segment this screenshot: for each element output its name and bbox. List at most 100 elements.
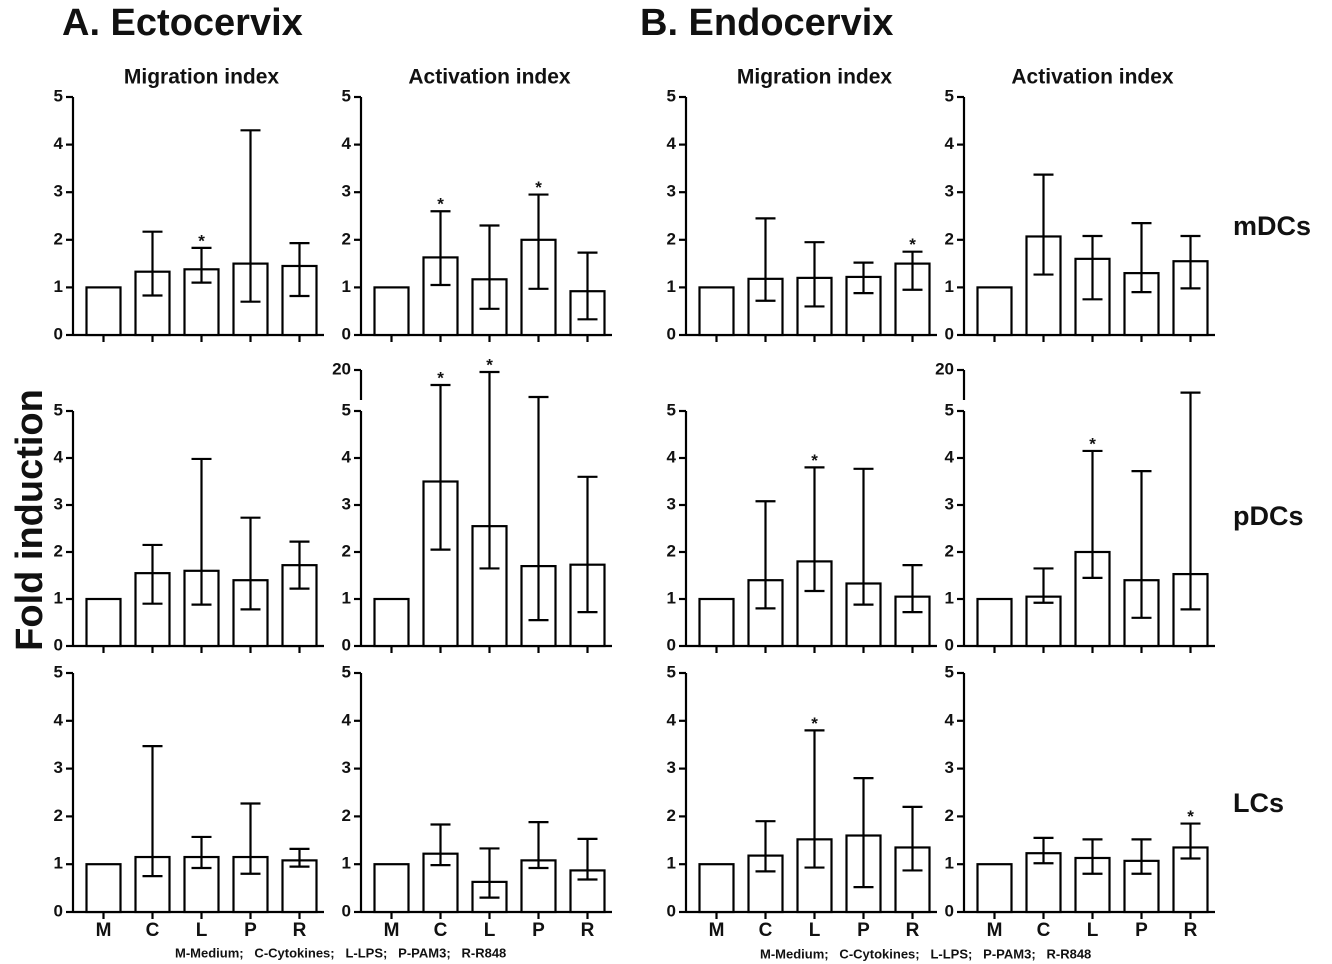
x-tick-label: P xyxy=(857,920,870,941)
bar xyxy=(85,597,122,648)
y-tick-label: 3 xyxy=(54,758,63,777)
significance-mark: * xyxy=(437,368,444,387)
x-tick-label: M xyxy=(987,920,1003,941)
y-tick-label: 4 xyxy=(342,710,352,729)
y-tick-label: 2 xyxy=(667,806,676,825)
y-tick-label: 4 xyxy=(54,710,64,729)
significance-mark: * xyxy=(198,231,205,250)
y-tick-label: 1 xyxy=(342,588,351,607)
bar xyxy=(85,286,122,337)
y-tick-label: 0 xyxy=(945,901,954,920)
footnote: M-Medium; C-Cytokines; L-LPS; P-PAM3; R-… xyxy=(175,945,506,960)
y-tick-label: 2 xyxy=(54,541,63,560)
y-tick-label: 5 xyxy=(945,400,954,419)
bar xyxy=(698,597,735,648)
y-tick-label: 4 xyxy=(54,447,64,466)
x-tick-label: M xyxy=(96,920,112,941)
y-tick-label: 5 xyxy=(667,86,676,105)
y-tick-label: 3 xyxy=(342,494,351,513)
y-tick-label: 3 xyxy=(945,182,954,201)
bar xyxy=(976,863,1013,914)
y-tick-label: 4 xyxy=(667,134,677,153)
y-tick-label: 1 xyxy=(945,588,954,607)
panel-title: Migration index xyxy=(737,66,892,89)
y-tick-label: 4 xyxy=(667,447,677,466)
y-tick-label: 1 xyxy=(667,277,676,296)
y-tick-label: 0 xyxy=(54,635,63,654)
y-tick-label: 5 xyxy=(342,662,351,681)
y-tick-label: 0 xyxy=(945,635,954,654)
y-tick-label: 0 xyxy=(945,324,954,343)
y-tick-label: 1 xyxy=(945,277,954,296)
y-tick-label: 1 xyxy=(667,854,676,873)
x-tick-label: R xyxy=(581,920,595,941)
y-tick-label: 20 xyxy=(332,359,351,378)
y-tick-label: 5 xyxy=(342,86,351,105)
y-tick-label: 3 xyxy=(342,758,351,777)
x-tick-label: P xyxy=(1135,920,1148,941)
y-tick-label: 2 xyxy=(667,229,676,248)
y-tick-label: 4 xyxy=(945,710,955,729)
bar xyxy=(281,859,318,914)
y-tick-label: 2 xyxy=(54,229,63,248)
x-tick-label: C xyxy=(1037,920,1051,941)
significance-mark: * xyxy=(811,714,818,733)
x-tick-label: R xyxy=(1184,920,1198,941)
panel-heading: A. Ectocervix xyxy=(62,2,303,44)
x-tick-label: C xyxy=(759,920,773,941)
y-tick-label: 1 xyxy=(342,277,351,296)
x-tick-label: C xyxy=(146,920,160,941)
y-tick-label: 2 xyxy=(945,806,954,825)
y-tick-label: 3 xyxy=(667,182,676,201)
bar xyxy=(976,286,1013,337)
y-tick-label: 0 xyxy=(54,901,63,920)
footnote: M-Medium; C-Cytokines; L-LPS; P-PAM3; R-… xyxy=(760,946,1091,961)
y-tick-label: 1 xyxy=(945,854,954,873)
y-tick-label: 20 xyxy=(935,359,954,378)
x-tick-label: L xyxy=(196,920,208,941)
y-tick-label: 2 xyxy=(945,541,954,560)
y-tick-label: 5 xyxy=(54,662,63,681)
row-label: pDCs xyxy=(1233,501,1304,531)
x-tick-label: M xyxy=(709,920,725,941)
y-tick-label: 0 xyxy=(667,324,676,343)
x-tick-label: C xyxy=(434,920,448,941)
y-tick-label: 3 xyxy=(667,494,676,513)
y-tick-label: 2 xyxy=(342,541,351,560)
y-tick-label: 4 xyxy=(667,710,677,729)
bar xyxy=(698,286,735,337)
y-tick-label: 4 xyxy=(54,134,64,153)
bar xyxy=(373,597,410,648)
significance-mark: * xyxy=(437,195,444,214)
y-tick-label: 5 xyxy=(667,662,676,681)
y-tick-label: 5 xyxy=(342,400,351,419)
row-label: LCs xyxy=(1233,788,1284,818)
x-tick-label: L xyxy=(484,920,496,941)
y-axis-label: Fold induction xyxy=(9,389,51,651)
y-tick-label: 1 xyxy=(54,588,63,607)
x-tick-label: P xyxy=(532,920,545,941)
bar xyxy=(373,286,410,337)
significance-mark: * xyxy=(486,355,493,374)
y-tick-label: 0 xyxy=(54,324,63,343)
significance-mark: * xyxy=(909,235,916,254)
y-tick-label: 0 xyxy=(667,635,676,654)
y-tick-label: 3 xyxy=(342,182,351,201)
y-tick-label: 5 xyxy=(945,86,954,105)
y-tick-label: 4 xyxy=(945,447,955,466)
bar xyxy=(373,863,410,914)
y-tick-label: 4 xyxy=(945,134,955,153)
y-tick-label: 2 xyxy=(945,229,954,248)
y-tick-label: 3 xyxy=(667,758,676,777)
y-tick-label: 3 xyxy=(945,758,954,777)
significance-mark: * xyxy=(1089,434,1096,453)
panel-title: Activation index xyxy=(1011,66,1174,89)
y-tick-label: 3 xyxy=(54,494,63,513)
y-tick-label: 1 xyxy=(54,277,63,296)
bar xyxy=(698,863,735,914)
x-tick-label: L xyxy=(1087,920,1099,941)
y-tick-label: 0 xyxy=(342,324,351,343)
significance-mark: * xyxy=(535,178,542,197)
y-tick-label: 2 xyxy=(342,806,351,825)
y-tick-label: 4 xyxy=(342,447,352,466)
